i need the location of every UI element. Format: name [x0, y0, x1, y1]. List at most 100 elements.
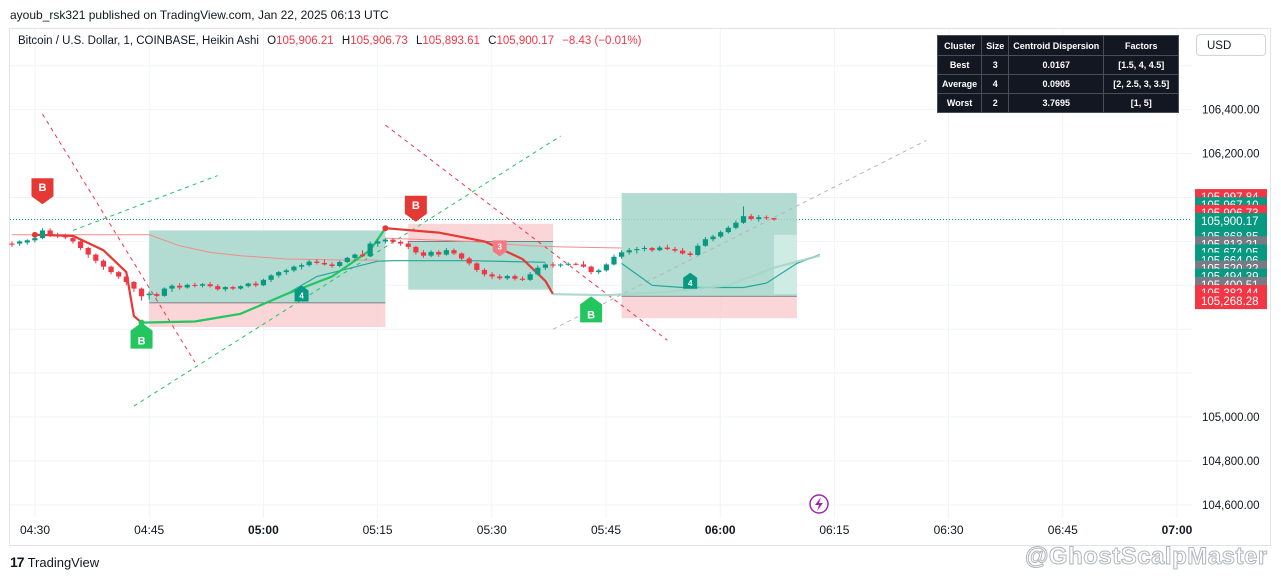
candle-body — [740, 216, 747, 223]
candle-body — [245, 283, 251, 287]
factors-header: Factors — [1103, 35, 1180, 56]
candle-body — [154, 294, 160, 296]
signal-bull[interactable]: B — [580, 296, 603, 323]
candle-body — [146, 293, 152, 296]
candle-body — [329, 264, 335, 266]
candle-body — [596, 270, 602, 273]
candle-body — [573, 263, 579, 265]
price-labels: 105,997.84105,967.10105,906.73105,900.17… — [1195, 189, 1267, 310]
lightning-icon[interactable] — [809, 494, 829, 514]
guide-line — [72, 175, 218, 231]
signal-bear[interactable]: B — [31, 178, 54, 205]
signal-badge — [580, 296, 603, 323]
candle-body — [62, 235, 68, 238]
candle-body — [619, 252, 625, 257]
open-label: O — [267, 35, 277, 47]
candle-body — [527, 274, 533, 280]
candle-body — [55, 234, 61, 236]
upper-band-line — [385, 237, 622, 249]
candle-body — [672, 249, 678, 251]
candle-body — [192, 284, 198, 286]
candle-body — [108, 266, 114, 273]
candle-body — [398, 241, 404, 244]
cluster-cell: Worst — [936, 93, 983, 113]
signal-badge — [294, 285, 309, 302]
candle-body — [512, 276, 518, 279]
candle-body — [542, 264, 548, 268]
signal-label: B — [138, 336, 146, 348]
price-label-bg — [1195, 293, 1267, 310]
trade-zone — [149, 230, 386, 303]
time-axis[interactable]: 04:30 04:45 05:00 05:15 05:30 05:45 06:00 06:15… — [20, 523, 1193, 537]
time-tick-label: 05:15 — [363, 523, 393, 537]
trail-line — [621, 254, 820, 289]
time-tick-label: 06:30 — [934, 523, 964, 537]
trade-zone — [621, 296, 797, 319]
candle-body — [390, 239, 396, 242]
candle-body — [695, 245, 701, 256]
candle-body — [718, 232, 724, 237]
candle-body — [253, 283, 259, 286]
candle-body — [687, 253, 693, 256]
signal-bull-small[interactable]: 4 — [294, 285, 309, 302]
time-tick-label: 05:00 — [248, 523, 279, 537]
signal-markers: B B 4 B 3 B 4 — [31, 178, 698, 349]
candle-body — [359, 254, 366, 257]
candle-body — [306, 261, 312, 266]
signal-bull-small[interactable]: 4 — [683, 272, 698, 289]
guide-line — [385, 124, 668, 341]
candle-body — [558, 264, 564, 266]
signal-bear[interactable]: B — [404, 195, 427, 222]
candle-body — [657, 247, 663, 251]
trade-zone — [408, 223, 554, 242]
trade-zone — [408, 241, 554, 290]
price-label: 105,268.28 — [1195, 293, 1267, 310]
candle-body — [451, 250, 457, 254]
candle-body — [565, 263, 571, 265]
candle-body — [481, 269, 488, 275]
pivot-dot — [31, 231, 38, 238]
time-tick-label: 04:45 — [134, 523, 164, 537]
candle-body — [314, 261, 320, 263]
guide-line — [42, 113, 196, 363]
dispersion-cell: 0.0905 — [1008, 74, 1105, 94]
time-tick-label: 06:15 — [819, 523, 849, 537]
signal-badge — [492, 240, 507, 257]
candle-body — [641, 247, 648, 250]
chart-frame — [9, 28, 1271, 546]
candle-body — [474, 263, 480, 270]
candle-body — [161, 288, 167, 296]
candle-body — [123, 276, 129, 283]
candle-body — [17, 241, 23, 244]
factors-cell: [1, 5] — [1103, 93, 1180, 113]
currency-selector[interactable]: USD — [1196, 34, 1266, 56]
signal-badge — [404, 195, 427, 222]
trade-zone — [149, 302, 386, 328]
tradingview-logo[interactable]: 17 TradingView — [10, 554, 99, 570]
signal-bull[interactable]: B — [130, 322, 153, 349]
cluster-header: Cluster — [936, 35, 983, 56]
candle-body — [580, 264, 587, 267]
candle-body — [268, 275, 274, 280]
brand-name: TradingView — [27, 554, 100, 570]
candle-body — [504, 276, 510, 279]
candle-body — [337, 262, 343, 266]
trade-zone — [621, 193, 797, 297]
price-axis[interactable]: 104,600.00 104,800.00 105,000.00 106,200.00… — [1202, 105, 1260, 512]
factors-cell: [1.5, 4, 4.5] — [1103, 55, 1180, 75]
candle-body — [443, 250, 449, 255]
price-label-text: 105,900.17 — [1201, 216, 1259, 228]
trend-guides — [42, 113, 927, 407]
candle-body — [344, 257, 350, 263]
candle-body — [291, 266, 297, 271]
signal-bear-small[interactable]: 3 — [492, 240, 507, 257]
candle-body — [748, 216, 754, 220]
candle-body — [215, 286, 221, 290]
low-value: 105,893.61 — [422, 35, 480, 47]
candle-body — [100, 260, 107, 267]
price-tick-label: 105,000.00 — [1202, 412, 1260, 424]
candle-body — [436, 251, 442, 255]
candle-body — [47, 230, 53, 235]
factors-cell: [2, 2.5, 3, 3.5] — [1103, 74, 1180, 94]
